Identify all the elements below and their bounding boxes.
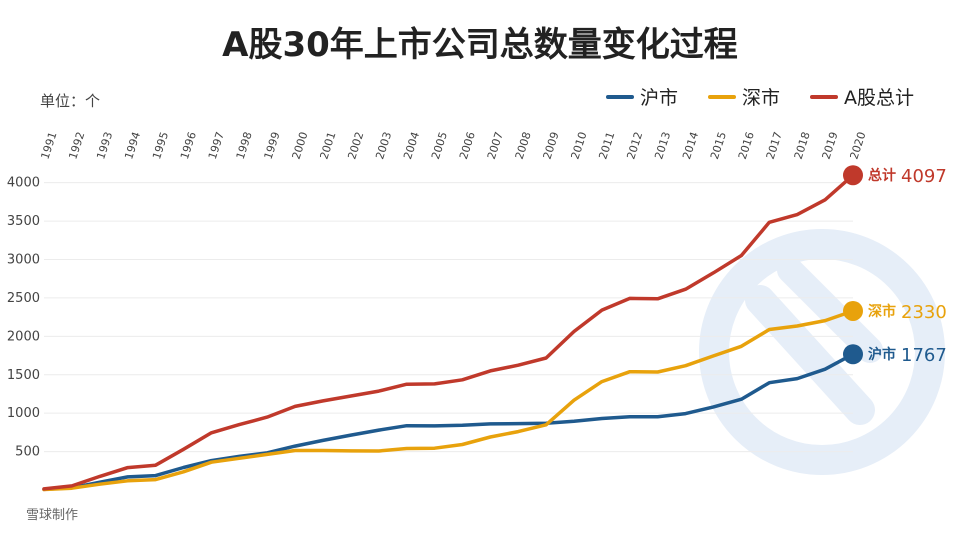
y-tick-label: 3500: [7, 214, 40, 229]
legend-label-sh: 沪市: [640, 87, 678, 109]
x-tick-label: 2003: [373, 130, 394, 161]
x-tick-label: 2007: [485, 130, 506, 161]
series-line-0: [42, 352, 855, 492]
end-point-0: [843, 344, 863, 365]
end-label-value-1: 2330: [901, 302, 947, 323]
x-tick-label: 2000: [290, 130, 311, 161]
credit-label: 雪球制作: [26, 508, 78, 523]
watermark-logo: [699, 229, 945, 475]
legend: 沪市 深市 A股总计: [606, 87, 914, 109]
x-tick-label: 2016: [736, 130, 757, 161]
x-tick-label: 1992: [66, 130, 87, 161]
x-tick-label: 2013: [652, 130, 673, 161]
x-tick-label: 1991: [38, 130, 59, 161]
x-axis-ticks: 1991 1992 1993 1994 1995 1996 1997 1998 1999 2000…: [38, 130, 868, 161]
end-label-name-0: 沪市: [868, 346, 896, 363]
x-tick-label: 1996: [178, 130, 199, 161]
y-tick-label: 500: [15, 445, 40, 460]
end-label-value-2: 4097: [901, 166, 947, 187]
x-tick-label: 1993: [94, 130, 115, 161]
legend-label-sz: 深市: [742, 87, 780, 109]
x-tick-label: 2012: [624, 130, 645, 161]
end-label-name-2: 总计: [868, 167, 896, 184]
unit-label: 单位：个: [40, 92, 100, 110]
y-tick-label: 2500: [7, 291, 40, 306]
x-tick-label: 2015: [708, 130, 729, 161]
x-tick-label: 1997: [206, 130, 227, 161]
legend-label-total: A股总计: [844, 87, 914, 109]
y-tick-label: 1000: [7, 406, 40, 421]
x-tick-label: 2010: [569, 130, 590, 161]
x-tick-label: 1995: [150, 130, 171, 161]
y-tick-label: 4000: [7, 176, 40, 191]
x-tick-label: 2017: [764, 130, 785, 161]
x-tick-label: 2011: [596, 130, 617, 161]
x-tick-label: 2006: [457, 130, 478, 161]
x-tick-label: 1994: [122, 130, 143, 161]
end-labels: 沪市 1767 深市 2330 总计 4097: [843, 165, 947, 366]
x-tick-label: 2020: [847, 130, 868, 161]
y-tick-label: 2000: [7, 329, 40, 344]
x-tick-label: 2019: [820, 130, 841, 161]
series: [42, 173, 855, 492]
x-tick-label: 2005: [429, 130, 450, 161]
x-tick-label: 1999: [262, 130, 283, 161]
x-tick-label: 2004: [401, 130, 422, 161]
y-tick-label: 1500: [7, 368, 40, 383]
y-axis-ticks: 500 1000 1500 2000 2500 3000 3500 4000: [7, 176, 40, 460]
end-point-1: [843, 300, 863, 321]
x-tick-label: 2009: [541, 130, 562, 161]
end-label-value-0: 1767: [901, 345, 947, 366]
end-label-name-1: 深市: [868, 303, 896, 320]
x-tick-label: 2018: [792, 130, 813, 161]
series-line-2: [42, 173, 855, 491]
x-tick-label: 1998: [234, 130, 255, 161]
x-tick-label: 2008: [513, 130, 534, 161]
chart-title: A股30年上市公司总数量变化过程: [222, 25, 738, 65]
y-tick-label: 3000: [7, 253, 40, 268]
x-tick-label: 2014: [680, 130, 701, 161]
series-line-1: [42, 309, 855, 492]
end-point-2: [843, 165, 863, 186]
x-tick-label: 2001: [317, 130, 338, 161]
x-tick-label: 2002: [345, 130, 366, 161]
